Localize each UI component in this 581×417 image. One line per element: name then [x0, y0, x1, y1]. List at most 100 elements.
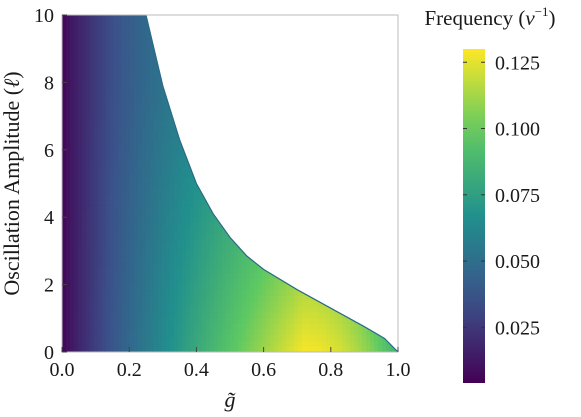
heatmap-cell — [262, 155, 267, 162]
heatmap-cell — [166, 37, 171, 44]
heatmap-cell — [110, 301, 115, 308]
heatmap-cell — [94, 127, 99, 134]
heatmap-cell — [118, 76, 123, 83]
heatmap-cell — [358, 278, 363, 286]
heatmap-cell — [310, 138, 315, 145]
heatmap-cell — [222, 104, 227, 112]
heatmap-cell — [282, 172, 287, 179]
heatmap-cell — [154, 88, 159, 95]
heatmap-cell — [362, 132, 367, 140]
heatmap-cell — [74, 93, 79, 100]
heatmap-cell — [186, 323, 191, 331]
heatmap-cell — [266, 155, 271, 162]
heatmap-cell — [210, 161, 215, 168]
heatmap-cell — [234, 20, 239, 27]
heatmap-cell — [82, 138, 87, 145]
heatmap-cell — [214, 346, 219, 352]
heatmap-cell — [62, 267, 67, 274]
heatmap-cell — [306, 121, 311, 128]
heatmap-cell — [366, 71, 371, 78]
heatmap-cell — [358, 172, 363, 179]
heatmap-cell — [118, 31, 123, 39]
heatmap-cell — [90, 104, 95, 112]
heatmap-cell — [98, 245, 103, 252]
heatmap-cell — [114, 177, 119, 185]
heatmap-cell — [158, 88, 163, 95]
heatmap-cell — [170, 200, 175, 207]
heatmap-cell — [358, 290, 363, 297]
heatmap-cell — [262, 307, 267, 314]
heatmap-cell — [170, 189, 175, 196]
heatmap-cell — [370, 329, 375, 336]
heatmap-cell — [346, 132, 351, 140]
heatmap-cell — [214, 88, 219, 95]
heatmap-cell — [362, 211, 367, 218]
heatmap-cell — [270, 93, 275, 100]
heatmap-cell — [130, 189, 135, 196]
heatmap-cell — [146, 172, 151, 179]
heatmap-cell — [210, 59, 215, 67]
heatmap-cell — [386, 161, 391, 168]
heatmap-cell — [162, 250, 167, 258]
heatmap-cell — [158, 290, 163, 297]
heatmap-cell — [250, 59, 255, 67]
heatmap-cell — [70, 31, 75, 39]
heatmap-cell — [334, 71, 339, 78]
heatmap-cell — [314, 172, 319, 179]
heatmap-cell — [278, 155, 283, 162]
heatmap-cell — [302, 239, 307, 246]
heatmap-cell — [346, 307, 351, 314]
heatmap-cell — [110, 149, 115, 157]
heatmap-cell — [334, 205, 339, 213]
heatmap-cell — [130, 99, 135, 106]
heatmap-cell — [102, 132, 107, 140]
heatmap-cell — [158, 323, 163, 331]
heatmap-cell — [326, 194, 331, 201]
heatmap-cell — [378, 318, 383, 325]
heatmap-cell — [106, 329, 111, 336]
heatmap-cell — [330, 256, 335, 263]
heatmap-cell — [170, 144, 175, 151]
heatmap-cell — [242, 228, 247, 235]
heatmap-cell — [386, 307, 391, 314]
heatmap-cell — [70, 71, 75, 78]
heatmap-cell — [330, 121, 335, 128]
heatmap-cell — [378, 31, 383, 39]
heatmap-cell — [190, 312, 195, 319]
heatmap-cell — [338, 20, 343, 27]
heatmap-cell — [226, 31, 231, 39]
heatmap-cell — [122, 295, 127, 303]
heatmap-cell — [154, 228, 159, 235]
heatmap-cell — [106, 166, 111, 173]
heatmap-cell — [146, 295, 151, 303]
heatmap-cell — [310, 301, 315, 308]
heatmap-cell — [278, 301, 283, 308]
heatmap-cell — [102, 116, 107, 123]
heatmap-cell — [186, 71, 191, 78]
heatmap-cell — [370, 307, 375, 314]
heatmap-cell — [110, 340, 115, 347]
heatmap-cell — [294, 183, 299, 190]
heatmap-cell — [326, 312, 331, 319]
heatmap-cell — [234, 132, 239, 140]
heatmap-cell — [166, 278, 171, 286]
heatmap-cell — [358, 149, 363, 157]
heatmap-cell — [154, 335, 159, 342]
heatmap-cell — [294, 340, 299, 347]
heatmap-cell — [310, 267, 315, 274]
heatmap-cell — [150, 267, 155, 274]
heatmap-cell — [190, 239, 195, 246]
heatmap-cell — [306, 323, 311, 331]
heatmap-cell — [146, 144, 151, 151]
heatmap-cell — [230, 127, 235, 134]
heatmap-cell — [382, 20, 387, 27]
heatmap-cell — [110, 166, 115, 173]
heatmap-cell — [238, 149, 243, 157]
heatmap-cell — [146, 37, 151, 44]
heatmap-cell — [106, 177, 111, 185]
heatmap-cell — [278, 116, 283, 123]
heatmap-cell — [158, 104, 163, 112]
heatmap-cell — [166, 82, 171, 89]
heatmap-cell — [226, 116, 231, 123]
heatmap-cell — [346, 217, 351, 224]
